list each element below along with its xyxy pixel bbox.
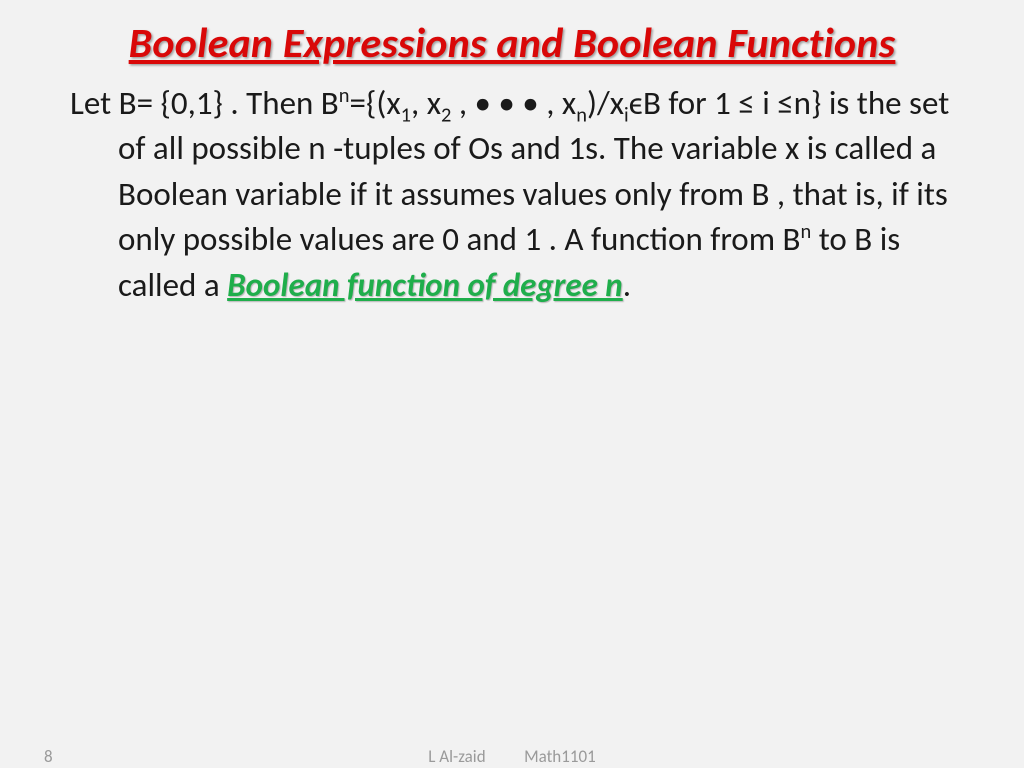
text-run: )/x bbox=[587, 83, 624, 123]
body-paragraph: Let B= {0,1} . Then Bn={(x1, x2 , • • • … bbox=[70, 81, 954, 309]
text-period: . bbox=[623, 265, 631, 305]
footer-course: Math1101 bbox=[524, 746, 596, 767]
slide: Boolean Expressions and Boolean Function… bbox=[0, 0, 1024, 768]
text-run: , x bbox=[411, 83, 441, 123]
superscript-n: n bbox=[800, 220, 811, 244]
footer-author: L Al-zaid bbox=[428, 746, 485, 767]
footer-center: L Al-zaid Math1101 bbox=[0, 746, 1024, 767]
text-run: Let B= {0,1} . Then B bbox=[70, 83, 339, 123]
subscript-1: 1 bbox=[401, 103, 411, 127]
text-run: , • • • , x bbox=[451, 83, 576, 123]
superscript-n: n bbox=[339, 84, 350, 108]
subscript-n: n bbox=[576, 103, 587, 127]
term-boolean-function: Boolean function of degree n bbox=[227, 265, 623, 305]
subscript-2: 2 bbox=[441, 103, 451, 127]
text-run: ={(x bbox=[350, 83, 401, 123]
slide-title: Boolean Expressions and Boolean Function… bbox=[70, 18, 954, 71]
slide-body: Let B= {0,1} . Then Bn={(x1, x2 , • • • … bbox=[70, 81, 954, 309]
